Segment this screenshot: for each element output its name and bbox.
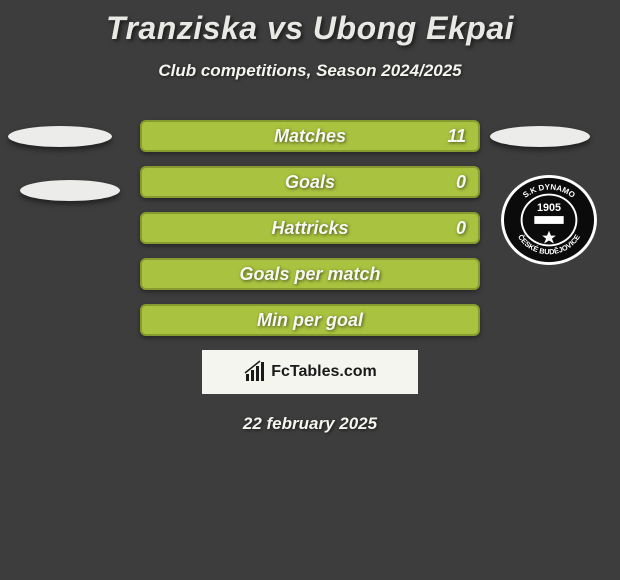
stat-row: Min per goal bbox=[140, 304, 480, 336]
brand-badge[interactable]: FcTables.com bbox=[202, 350, 418, 394]
stat-label: Goals bbox=[285, 172, 335, 193]
brand-name: FcTables.com bbox=[271, 363, 377, 381]
stat-row: Goals per match bbox=[140, 258, 480, 290]
stat-value-right: 11 bbox=[447, 126, 466, 147]
stat-label: Hattricks bbox=[271, 218, 348, 239]
bar-chart-icon bbox=[243, 360, 267, 384]
stat-label: Matches bbox=[274, 126, 346, 147]
stat-row: Matches 11 bbox=[140, 120, 480, 152]
stat-row: Hattricks 0 bbox=[140, 212, 480, 244]
subtitle: Club competitions, Season 2024/2025 bbox=[0, 61, 620, 81]
date-text: 22 february 2025 bbox=[0, 414, 620, 434]
stat-row: Goals 0 bbox=[140, 166, 480, 198]
stat-value-right: 0 bbox=[456, 218, 466, 239]
stat-label: Goals per match bbox=[239, 264, 380, 285]
stat-value-right: 0 bbox=[456, 172, 466, 193]
page-title: Tranziska vs Ubong Ekpai bbox=[0, 0, 620, 47]
stats-container: Matches 11 Goals 0 Hattricks 0 Goals per match… bbox=[0, 120, 620, 434]
stat-label: Min per goal bbox=[257, 310, 363, 331]
